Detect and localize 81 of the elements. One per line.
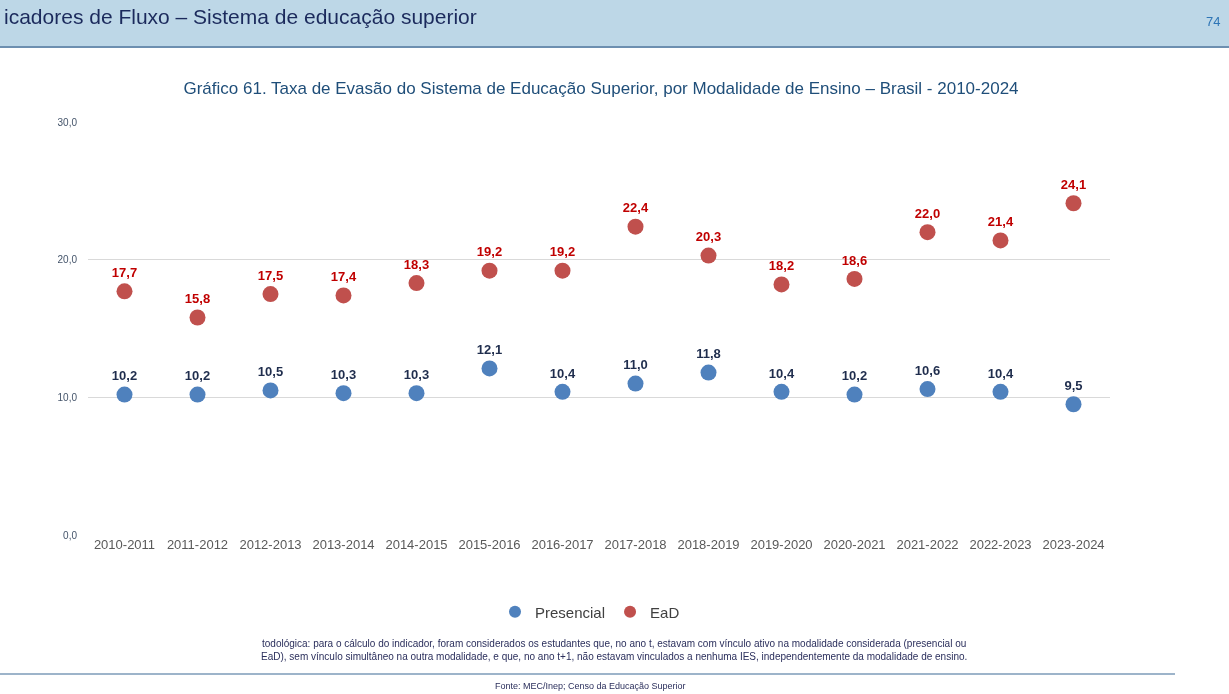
point <box>481 360 498 377</box>
x-tick-label: 2016-2017 <box>531 537 594 552</box>
point <box>919 381 936 398</box>
point <box>554 262 571 279</box>
y-tick-label: 30,0 <box>57 116 78 128</box>
y-tick-label: 0,0 <box>63 529 78 541</box>
data-label: 19,2 <box>549 244 576 260</box>
legend-label: Presencial <box>535 603 606 621</box>
point <box>116 386 133 403</box>
data-label: 22,0 <box>914 205 941 221</box>
data-label: 10,2 <box>841 368 868 384</box>
data-label: 10,6 <box>914 362 941 378</box>
point <box>262 382 279 399</box>
data-label: 10,5 <box>257 364 284 380</box>
point <box>116 283 133 300</box>
x-tick-label: 2023-2024 <box>1042 537 1105 552</box>
data-label: 10,4 <box>549 365 576 381</box>
data-label: 9,5 <box>1064 377 1083 393</box>
x-tick-label: 2011-2012 <box>166 537 229 552</box>
x-tick-label: 2021-2022 <box>896 537 959 552</box>
data-label: 17,7 <box>111 265 138 281</box>
data-label: 24,1 <box>1060 176 1087 192</box>
data-label: 22,4 <box>622 200 649 216</box>
source-note: Fonte: MEC/Inep; Censo da Educação Superior <box>495 681 686 691</box>
point <box>773 276 790 293</box>
legend-label: EaD <box>650 603 680 621</box>
point <box>846 270 863 287</box>
point <box>408 275 425 292</box>
data-label: 10,3 <box>403 366 430 382</box>
point <box>773 383 790 400</box>
point <box>481 262 498 279</box>
point <box>189 386 206 403</box>
x-tick-label: 2019-2020 <box>750 537 813 552</box>
x-tick-label: 2017-2018 <box>604 537 667 552</box>
x-tick-label: 2018-2019 <box>677 537 740 552</box>
point <box>846 386 863 403</box>
point <box>700 364 717 381</box>
data-label: 11,8 <box>696 346 721 362</box>
data-label: 20,3 <box>695 229 722 245</box>
point <box>335 385 352 402</box>
data-label: 11,0 <box>623 357 648 373</box>
data-label: 17,4 <box>330 269 357 285</box>
point <box>189 309 206 326</box>
text: todológica: para o cálculo do indicador, foram considerados os estudantes que, no ano t, estavam com vínculo ativo na modalidade considerada (presencial ou EaD), sem vínculo simultâneo na outra modalidade, e que, no ano t+1, não estavam vinculados a nenhuma IES, independentemente da modalidade de ensino. <box>261 638 968 662</box>
point <box>992 232 1009 249</box>
data-label: 21,4 <box>987 214 1014 230</box>
data-label: 10,4 <box>987 365 1014 381</box>
point <box>335 287 352 304</box>
data-label: 17,5 <box>257 267 284 283</box>
x-tick-label: 2015-2016 <box>458 537 521 552</box>
x-tick-label: 2010-2011 <box>93 537 156 552</box>
point <box>262 286 279 303</box>
x-tick-label: 2020-2021 <box>823 537 886 552</box>
data-label: 10,3 <box>330 366 357 382</box>
point <box>700 247 717 264</box>
point <box>1065 396 1082 413</box>
data-label: 15,8 <box>184 291 211 307</box>
y-tick-label: 20,0 <box>57 254 78 266</box>
y-tick-label: 10,0 <box>57 391 78 403</box>
x-tick-label: 2014-2015 <box>385 537 448 552</box>
data-label: 18,2 <box>768 258 795 274</box>
x-tick-label: 2013-2014 <box>312 537 375 552</box>
data-label: 10,4 <box>768 365 795 381</box>
text: icadores de Fluxo – Sistema de educação superior <box>4 5 477 28</box>
point <box>627 218 644 235</box>
point <box>627 375 644 392</box>
point <box>408 385 425 402</box>
data-label: 18,6 <box>841 252 868 268</box>
data-label: 10,2 <box>111 368 138 384</box>
data-label: 18,3 <box>403 256 430 272</box>
point <box>554 383 571 400</box>
point <box>919 224 936 241</box>
chart-title: Gráfico 61. Taxa de Evasão do Sistema de Educação Superior, por Modalidade de Ensino – Brasil - 2010-2024 <box>183 78 1019 98</box>
point <box>992 383 1009 400</box>
text: 74 <box>1206 14 1221 29</box>
data-label: 10,2 <box>184 368 211 384</box>
data-label: 19,2 <box>476 244 503 260</box>
x-tick-label: 2022-2023 <box>969 537 1032 552</box>
data-label: 12,1 <box>476 342 503 358</box>
x-tick-label: 2012-2013 <box>239 537 302 552</box>
point <box>1065 195 1082 212</box>
